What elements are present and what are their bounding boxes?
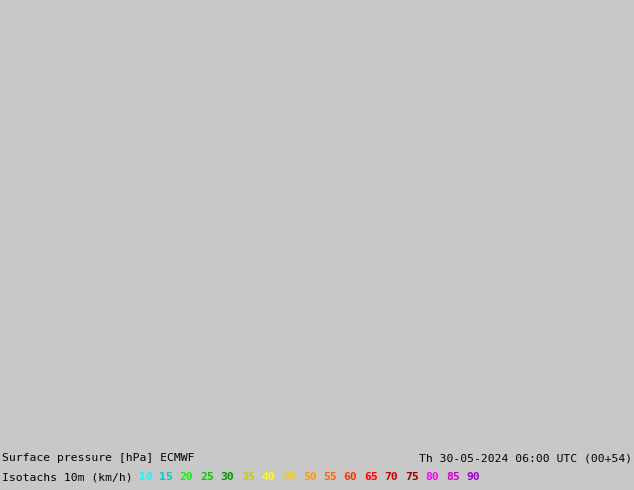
Text: 75: 75 (405, 472, 419, 482)
Text: 10: 10 (139, 472, 152, 482)
Text: 85: 85 (446, 472, 460, 482)
Text: 55: 55 (323, 472, 337, 482)
Text: 90: 90 (467, 472, 481, 482)
Text: 65: 65 (364, 472, 378, 482)
Text: 60: 60 (344, 472, 358, 482)
Text: 30: 30 (221, 472, 235, 482)
Text: 20: 20 (179, 472, 193, 482)
Text: Th 30-05-2024 06:00 UTC (00+54): Th 30-05-2024 06:00 UTC (00+54) (419, 453, 632, 463)
Text: 25: 25 (200, 472, 214, 482)
Text: 80: 80 (425, 472, 439, 482)
Text: 35: 35 (241, 472, 255, 482)
Text: Surface pressure [hPa] ECMWF: Surface pressure [hPa] ECMWF (2, 453, 195, 463)
Text: 40: 40 (262, 472, 275, 482)
Text: 50: 50 (302, 472, 316, 482)
Text: 70: 70 (385, 472, 398, 482)
Text: 45: 45 (282, 472, 296, 482)
Text: 15: 15 (159, 472, 173, 482)
Text: Isotachs 10m (km/h): Isotachs 10m (km/h) (2, 472, 133, 482)
